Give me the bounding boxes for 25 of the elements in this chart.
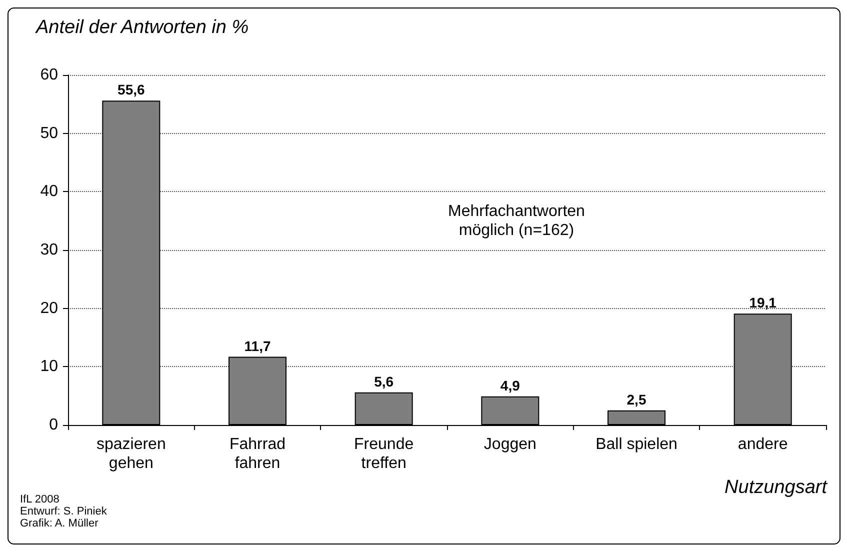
- x-axis-title: Nutzungsart: [724, 477, 828, 498]
- y-tick-label: 20: [40, 300, 58, 317]
- data-label: 19,1: [749, 294, 777, 311]
- x-tick-label: spazieren gehen: [96, 436, 166, 472]
- x-tick-label: Ball spielen: [596, 436, 678, 453]
- x-tick-label: Joggen: [484, 436, 536, 453]
- y-tick-label: 50: [40, 124, 58, 142]
- text: Entwurf: S. Piniek: [20, 506, 108, 518]
- x-tick-label: andere: [738, 436, 788, 453]
- annotation: Mehrfachantworten möglich (n=162): [448, 203, 585, 239]
- data-label: 2,5: [626, 391, 646, 408]
- y-tick-label: 0: [49, 416, 58, 434]
- y-tick-label: 10: [40, 358, 58, 376]
- y-tick-label: 40: [40, 183, 58, 200]
- y-axis-title: Anteil der Antworten in %: [35, 17, 249, 38]
- data-label: 55,6: [118, 82, 146, 98]
- text: IfL 2008: [20, 494, 60, 506]
- text: Grafik: A. Müller: [20, 518, 99, 530]
- x-tick-label: Fahrrad fahren: [229, 436, 286, 472]
- y-tick-label: 30: [40, 242, 58, 258]
- x-tick-label: Freunde treffen: [354, 436, 414, 472]
- data-label: 5,6: [374, 373, 394, 390]
- y-tick-label: 60: [40, 66, 58, 84]
- data-label: 11,7: [244, 338, 271, 354]
- data-label: 4,9: [500, 377, 520, 394]
